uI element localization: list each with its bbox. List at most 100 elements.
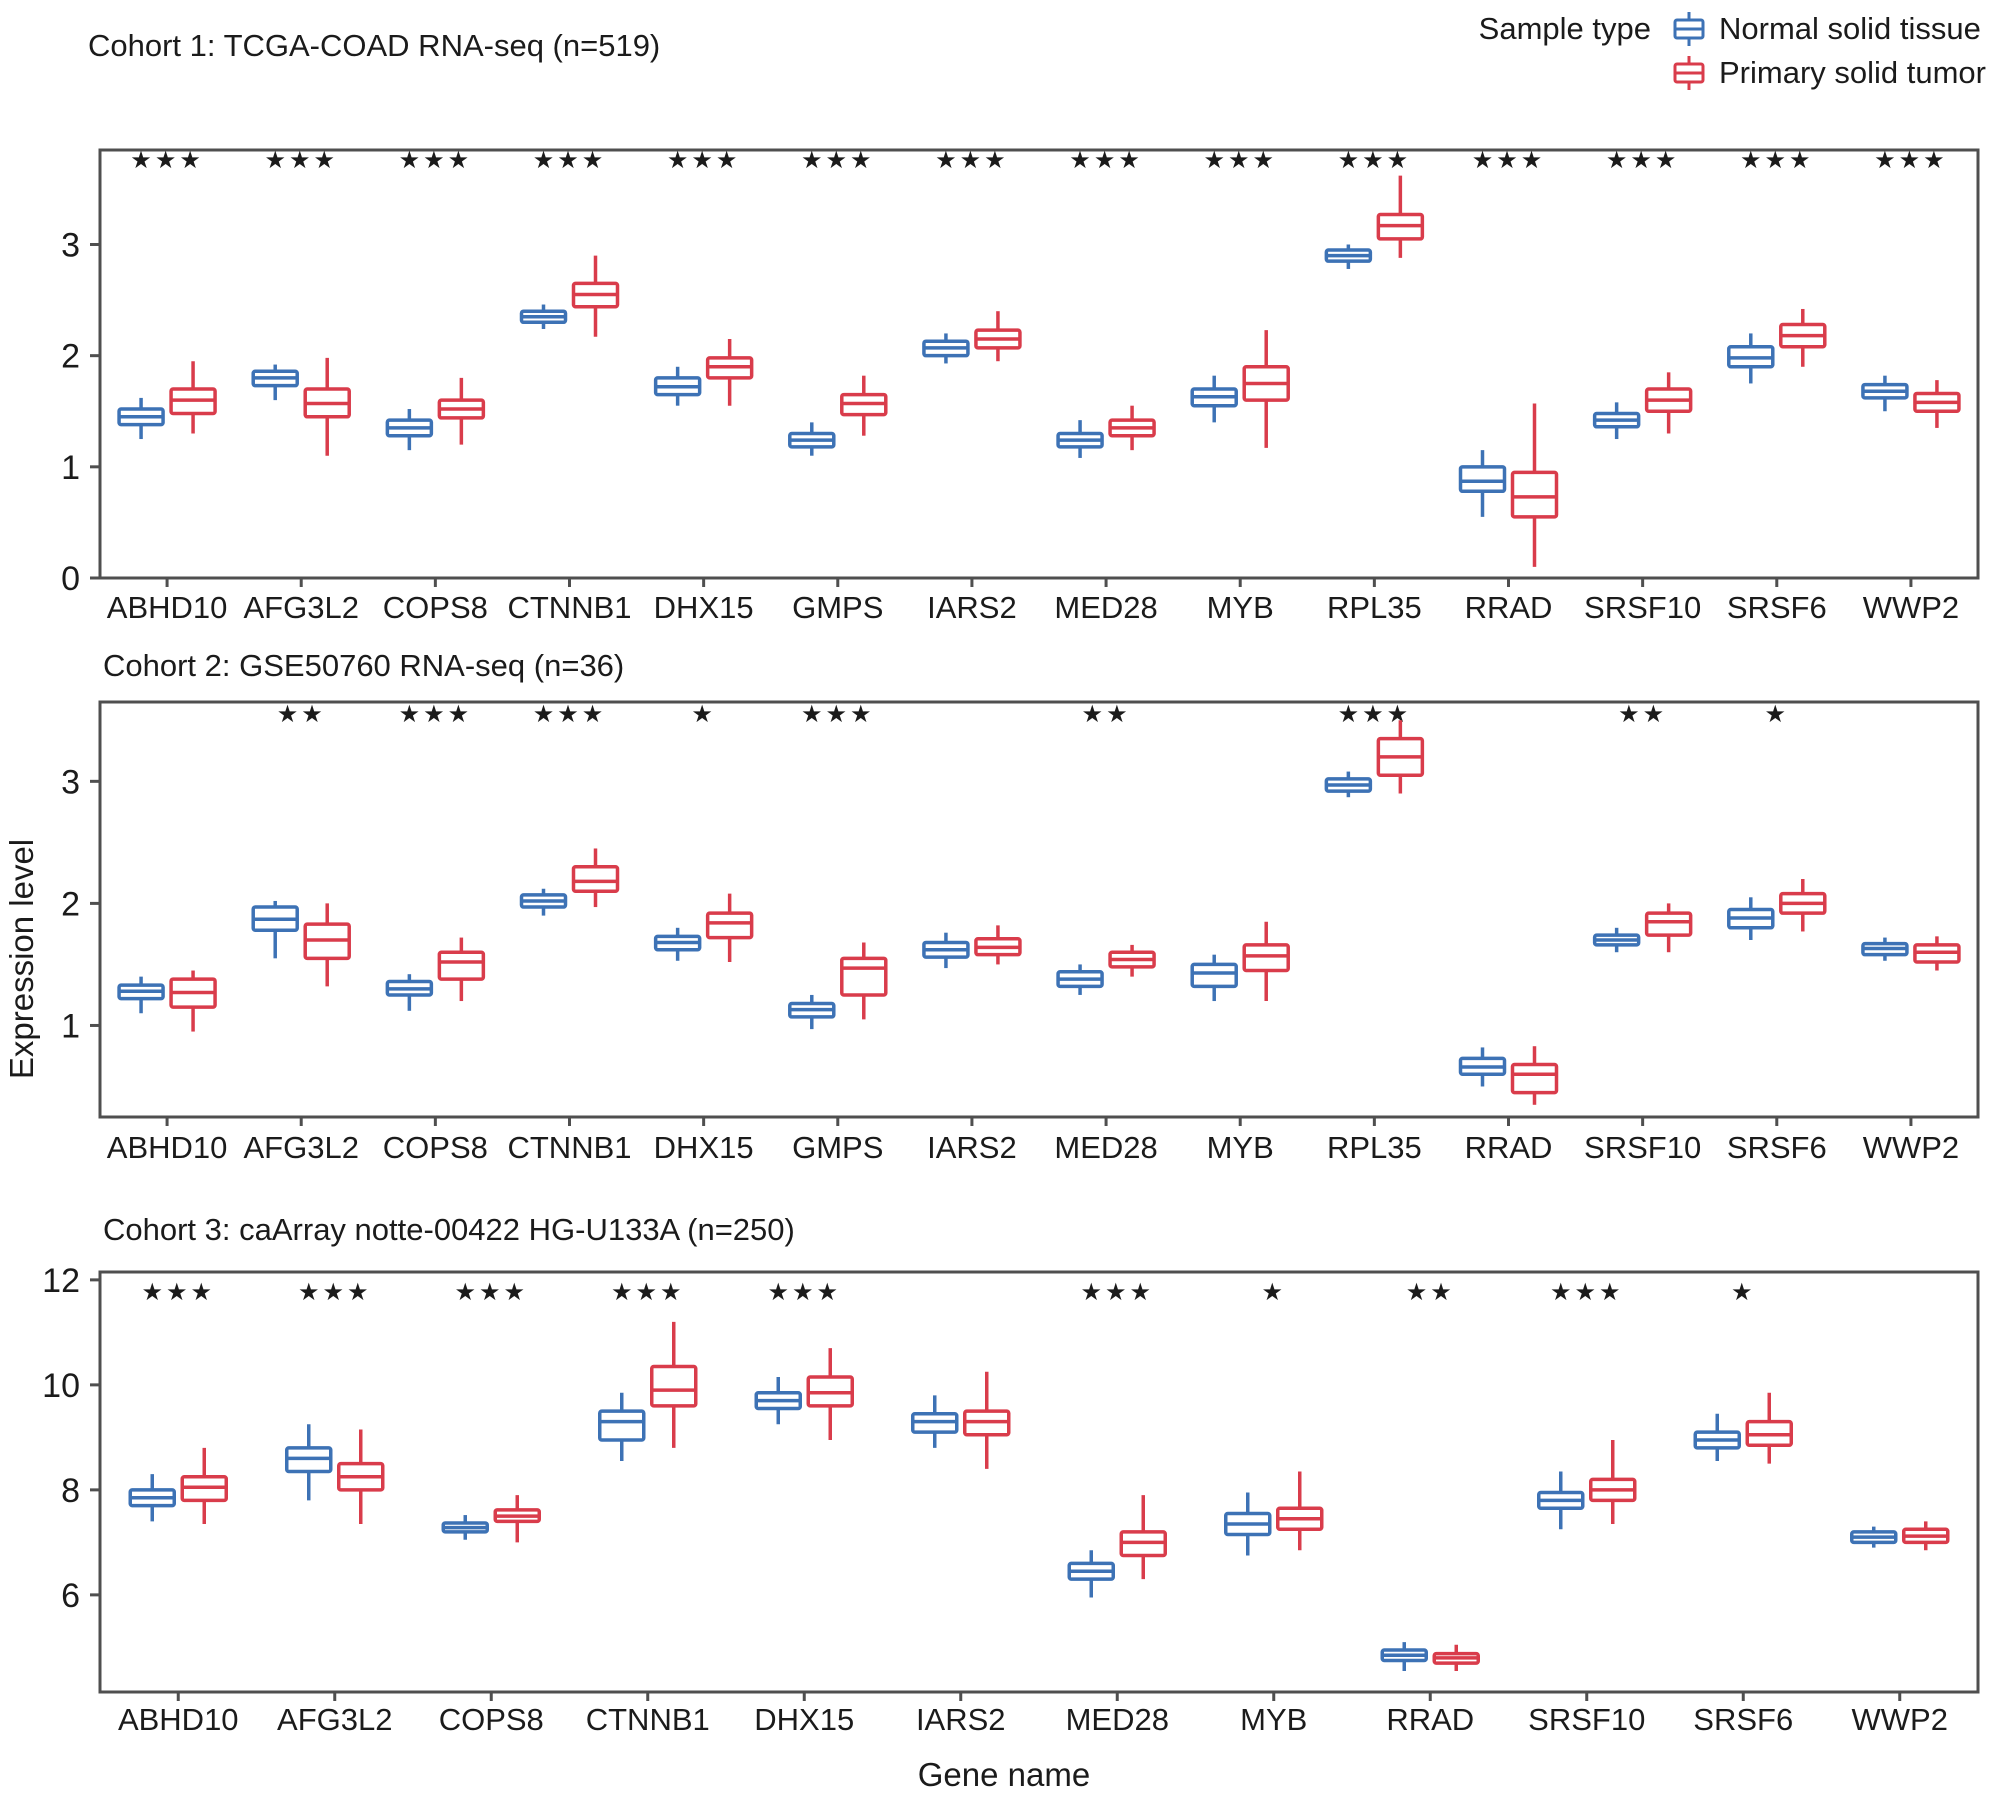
- gene-label: IARS2: [916, 1702, 1006, 1737]
- gene-label: WWP2: [1852, 1702, 1948, 1737]
- legend-label-normal: Normal solid tissue: [1719, 11, 1981, 46]
- tumor-CTNNB1-box: [571, 865, 620, 893]
- significance-stars: ★★★: [533, 701, 607, 728]
- gene-label: SRSF10: [1528, 1702, 1645, 1737]
- normal-MYB-box: [1190, 962, 1238, 989]
- gene-label: SRSF10: [1584, 1130, 1701, 1165]
- y-tick-label: 0: [61, 560, 80, 598]
- gene-label: GMPS: [792, 1130, 883, 1165]
- gene-label: AFG3L2: [277, 1702, 392, 1737]
- significance-stars: ★★★: [141, 1279, 215, 1306]
- gene-label: COPS8: [439, 1702, 544, 1737]
- cohort-1-boxplot-panel: 0 1 2 3 ABHD10 ★★★ AFG3L2 ★★★ COPS8 ★★★ CTNNB1 ★★★ D…: [61, 147, 1980, 625]
- significance-stars: ★★: [1618, 701, 1667, 728]
- gene-label: DHX15: [654, 590, 754, 625]
- significance-stars: ★★★: [399, 701, 473, 728]
- significance-stars: ★★★: [264, 147, 338, 174]
- y-tick-label: 8: [61, 1472, 80, 1510]
- panel-3-title: Cohort 3: caArray notte-00422 HG-U133A (…: [103, 1212, 795, 1247]
- gene-label: RPL35: [1327, 590, 1422, 625]
- panel-2-title: Cohort 2: GSE50760 RNA-seq (n=36): [103, 648, 625, 683]
- legend-title: Sample type: [1478, 11, 1651, 46]
- gene-label: DHX15: [654, 1130, 754, 1165]
- boxplot-glyph-normal-icon: [1673, 12, 1705, 46]
- gene-label: WWP2: [1863, 1130, 1959, 1165]
- gene-label: WWP2: [1863, 590, 1959, 625]
- gene-label: MYB: [1207, 590, 1274, 625]
- y-tick-label: 6: [61, 1577, 80, 1615]
- significance-stars: ★★★: [1338, 147, 1412, 174]
- gene-label: CTNNB1: [586, 1702, 710, 1737]
- significance-stars: ★★★: [935, 147, 1009, 174]
- gene-label: GMPS: [792, 590, 883, 625]
- tumor-GMPS-box: [840, 956, 888, 997]
- significance-stars: ★★★: [667, 147, 741, 174]
- gene-label: RRAD: [1465, 590, 1553, 625]
- gene-label: IARS2: [927, 590, 1017, 625]
- plot-frame: [98, 1270, 1980, 1694]
- gene-label: RRAD: [1386, 1702, 1474, 1737]
- gene-label: COPS8: [383, 590, 488, 625]
- tumor-COPS8-box: [437, 950, 486, 981]
- y-axis-label: Expression level: [3, 838, 40, 1080]
- tumor-CTNNB1-box: [650, 1364, 698, 1408]
- gene-label: SRSF6: [1727, 590, 1827, 625]
- y-tick-label: 2: [61, 338, 80, 376]
- significance-stars: ★★: [1406, 1279, 1455, 1306]
- significance-stars: ★★★: [801, 147, 875, 174]
- y-tick-label: 2: [61, 885, 80, 923]
- gene-label: RPL35: [1327, 1130, 1422, 1165]
- gene-label: SRSF6: [1727, 1130, 1827, 1165]
- significance-stars: ★★★: [1606, 147, 1680, 174]
- significance-stars: ★: [1765, 701, 1790, 728]
- significance-stars: ★★★: [130, 147, 204, 174]
- gene-label: CTNNB1: [507, 590, 631, 625]
- tumor-RRAD-box: [1510, 470, 1559, 519]
- x-axis-label: Gene name: [917, 1756, 1091, 1793]
- normal-CTNNB1-box: [598, 1409, 646, 1442]
- gene-label: SRSF10: [1584, 590, 1701, 625]
- gene-label: CTNNB1: [507, 1130, 631, 1165]
- significance-stars: ★: [1731, 1279, 1756, 1306]
- significance-stars: ★★★: [298, 1279, 372, 1306]
- tumor-RRAD-box: [1510, 1062, 1559, 1095]
- gene-label: MED28: [1054, 590, 1157, 625]
- y-tick-label: 1: [61, 1007, 80, 1045]
- significance-stars: ★★★: [611, 1279, 685, 1306]
- significance-stars: ★★★: [801, 701, 875, 728]
- significance-stars: ★★★: [1740, 147, 1814, 174]
- significance-stars: ★: [691, 701, 716, 728]
- panel-1-title: Cohort 1: TCGA-COAD RNA-seq (n=519): [88, 28, 661, 63]
- gene-label: SRSF6: [1693, 1702, 1793, 1737]
- gene-label: COPS8: [383, 1130, 488, 1165]
- significance-stars: ★★★: [767, 1279, 841, 1306]
- significance-stars: ★★★: [454, 1279, 528, 1306]
- significance-stars: ★★★: [1874, 147, 1948, 174]
- legend-label-tumor: Primary solid tumor: [1719, 55, 1986, 90]
- significance-stars: ★★: [1082, 701, 1131, 728]
- tumor-MYB-box: [1242, 943, 1290, 973]
- gene-label: MED28: [1054, 1130, 1157, 1165]
- tumor-DHX15-box: [705, 911, 754, 940]
- gene-label: AFG3L2: [243, 1130, 358, 1165]
- gene-label: ABHD10: [107, 1130, 228, 1165]
- gene-label: MED28: [1066, 1702, 1169, 1737]
- gene-label: MYB: [1207, 1130, 1274, 1165]
- significance-stars: ★★★: [1338, 701, 1412, 728]
- gene-label: AFG3L2: [243, 590, 358, 625]
- significance-stars: ★★★: [1472, 147, 1546, 174]
- y-tick-label: 3: [61, 763, 80, 801]
- boxplot-glyph-tumor-icon: [1673, 56, 1705, 90]
- y-tick-label: 3: [61, 226, 80, 264]
- y-tick-label: 10: [42, 1367, 80, 1405]
- gene-label: MYB: [1240, 1702, 1307, 1737]
- significance-stars: ★★★: [1203, 147, 1277, 174]
- significance-stars: ★★★: [1550, 1279, 1624, 1306]
- y-tick-label: 1: [61, 449, 80, 487]
- cohort-3-boxplot-panel: 681012ABHD10★★★AFG3L2★★★COPS8★★★CTNNB1★★…: [42, 1262, 1980, 1737]
- significance-stars: ★: [1261, 1279, 1286, 1306]
- significance-stars: ★★★: [1069, 147, 1143, 174]
- significance-stars: ★★★: [533, 147, 607, 174]
